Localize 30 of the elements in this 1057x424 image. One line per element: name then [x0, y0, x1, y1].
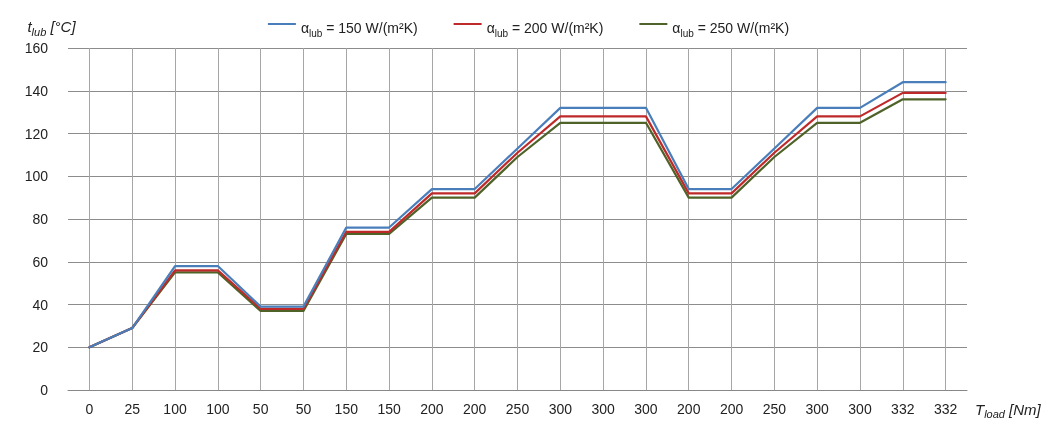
y-tick-label: 160: [24, 40, 49, 56]
y-tick-label: 140: [24, 82, 49, 99]
x-tick-label: 150: [334, 401, 359, 417]
y-tick-label: 60: [32, 253, 49, 270]
x-tick-label: 332: [891, 401, 915, 417]
x-tick-label: 250: [505, 401, 530, 417]
x-tick-label: 300: [548, 401, 573, 417]
y-tick-label: 120: [24, 125, 49, 142]
x-tick-label: 150: [377, 401, 401, 417]
y-tick-label: 80: [32, 211, 49, 227]
x-tick-label: 332: [933, 401, 958, 417]
x-tick-label: 300: [634, 401, 658, 417]
y-tick-label: 20: [32, 339, 49, 356]
y-tick-label: 40: [32, 296, 49, 313]
x-tick-label: 100: [163, 401, 187, 417]
x-tick-label: 50: [295, 401, 312, 417]
x-tick-label: 100: [206, 401, 230, 417]
y-tick-label: 0: [40, 382, 49, 398]
x-tick-label: 300: [591, 401, 616, 417]
x-tick-label: 0: [85, 401, 94, 417]
x-tick-label: 300: [805, 401, 830, 417]
x-tick-label: 25: [124, 401, 141, 417]
x-tick-label: 200: [420, 401, 444, 417]
x-tick-label: 200: [463, 401, 487, 417]
x-tick-label: 250: [762, 401, 787, 417]
x-tick-label: 200: [677, 401, 701, 417]
x-tick-label: 300: [848, 401, 872, 417]
y-tick-label: 100: [24, 168, 49, 185]
x-tick-label: 50: [252, 401, 269, 417]
x-tick-label: 200: [719, 401, 744, 417]
